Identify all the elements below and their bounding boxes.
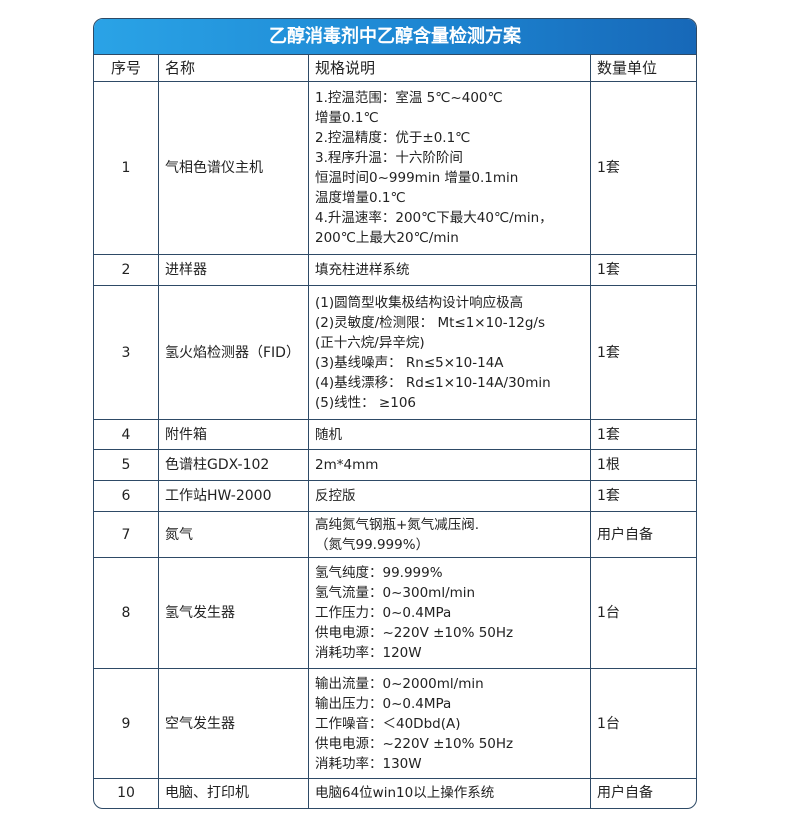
- item-quantity: 1套: [590, 285, 696, 420]
- spec-line: 氢气纯度：99.999%: [315, 565, 443, 581]
- item-quantity: 1台: [590, 668, 696, 779]
- item-name: 进样器: [158, 254, 309, 286]
- table-row: 8 氢气发生器 氢气纯度：99.999% 氢气流量：0~300ml/min 工作压力：0…: [94, 557, 696, 669]
- spec-table-container: 乙醇消毒剂中乙醇含量检测方案 序号 名称 规格说明 数量单位 1 气相色谱仪主机 1…: [93, 18, 697, 809]
- item-spec: (1)圆筒型收集极结构设计响应极高 (2)灵敏度/检测限： Mt≤1×10-12g…: [308, 285, 591, 420]
- item-quantity: 用户自备: [590, 778, 696, 808]
- item-name: 工作站HW-2000: [158, 480, 309, 512]
- spec-line: 4.升温速率：200℃下最大40℃/min，: [315, 210, 553, 226]
- spec-line: 2.控温精度：优于±0.1℃: [315, 130, 471, 146]
- table-row: 5 色谱柱GDX-102 2m*4mm 1根: [94, 449, 696, 481]
- item-name: 氢气发生器: [158, 557, 309, 669]
- spec-line: 氢气流量：0~300ml/min: [315, 585, 476, 601]
- spec-line: 供电电源：~220V ±10% 50Hz: [315, 625, 514, 641]
- item-spec: 输出流量：0~2000ml/min 输出压力：0~0.4MPa 工作噪音：＜40Db…: [308, 668, 591, 779]
- spec-line: 消耗功率：130W: [315, 755, 422, 772]
- spec-line: （氮气99.999%）: [315, 536, 430, 553]
- row-number: 4: [94, 419, 159, 450]
- spec-line: (3)基线噪声： Rn≤5×10-14A: [315, 354, 504, 371]
- spec-line: 温度增量0.1℃: [315, 190, 406, 206]
- header-row: 序号 名称 规格说明 数量单位: [94, 55, 696, 82]
- table-title: 乙醇消毒剂中乙醇含量检测方案: [94, 19, 696, 55]
- spec-line: (4)基线漂移： Rd≤1×10-14A/30min: [315, 374, 551, 391]
- spec-line: 输出流量：0~2000ml/min: [315, 675, 484, 692]
- spec-line: 恒温时间0~999min 增量0.1min: [315, 170, 519, 186]
- row-number: 8: [94, 557, 159, 669]
- item-spec: 2m*4mm: [308, 449, 591, 481]
- item-quantity: 用户自备: [590, 511, 696, 558]
- col-header-name: 名称: [158, 55, 309, 82]
- spec-line: (5)线性： ≥106: [315, 394, 416, 411]
- spec-line: 工作压力：0~0.4MPa: [315, 605, 452, 621]
- spec-line: 2m*4mm: [315, 457, 379, 473]
- spec-line: 填充柱进样系统: [315, 262, 410, 278]
- item-quantity: 1根: [590, 449, 696, 481]
- spec-line: 反控版: [315, 488, 356, 504]
- item-spec: 填充柱进样系统: [308, 254, 591, 286]
- row-number: 1: [94, 81, 159, 255]
- item-quantity: 1套: [590, 254, 696, 286]
- item-spec: 氢气纯度：99.999% 氢气流量：0~300ml/min 工作压力：0~0.4MP…: [308, 557, 591, 669]
- row-number: 10: [94, 778, 159, 808]
- item-name: 色谱柱GDX-102: [158, 449, 309, 481]
- spec-line: 1.控温范围：室温 5℃~400℃: [315, 90, 503, 106]
- row-number: 6: [94, 480, 159, 512]
- item-spec: 随机: [308, 419, 591, 450]
- item-name: 氢火焰检测器（FID）: [158, 285, 309, 420]
- spec-line: 电脑64位win10以上操作系统: [315, 785, 495, 802]
- col-header-spec: 规格说明: [308, 55, 591, 82]
- item-name: 电脑、打印机: [158, 778, 309, 808]
- row-number: 3: [94, 285, 159, 420]
- spec-line: 高纯氮气钢瓶+氮气减压阀.: [315, 516, 480, 533]
- spec-line: 随机: [315, 426, 342, 443]
- row-number: 9: [94, 668, 159, 779]
- spec-line: 3.程序升温：十六阶阶间: [315, 150, 463, 166]
- item-name: 氮气: [158, 511, 309, 558]
- item-name: 附件箱: [158, 419, 309, 450]
- item-spec: 1.控温范围：室温 5℃~400℃ 增量0.1℃ 2.控温精度：优于±0.1℃ 3.程…: [308, 81, 591, 255]
- item-name: 气相色谱仪主机: [158, 81, 309, 255]
- item-quantity: 1套: [590, 480, 696, 512]
- col-header-qty: 数量单位: [590, 55, 696, 82]
- row-number: 5: [94, 449, 159, 481]
- spec-line: 200℃上最大20℃/min: [315, 230, 459, 246]
- spec-line: 输出压力：0~0.4MPa: [315, 695, 452, 712]
- item-spec: 电脑64位win10以上操作系统: [308, 778, 591, 808]
- table-row: 9 空气发生器 输出流量：0~2000ml/min 输出压力：0~0.4MPa 工作噪音…: [94, 668, 696, 779]
- spec-line: (正十六烷/异辛烷): [315, 334, 425, 351]
- table-row: 2 进样器 填充柱进样系统 1套: [94, 254, 696, 286]
- spec-line: 增量0.1℃: [315, 110, 379, 126]
- item-spec: 高纯氮气钢瓶+氮气减压阀. （氮气99.999%）: [308, 511, 591, 558]
- item-quantity: 1套: [590, 81, 696, 255]
- row-number: 2: [94, 254, 159, 286]
- item-name: 空气发生器: [158, 668, 309, 779]
- spec-line: (2)灵敏度/检测限： Mt≤1×10-12g/s: [315, 314, 545, 331]
- table-row: 7 氮气 高纯氮气钢瓶+氮气减压阀. （氮气99.999%） 用户自备: [94, 511, 696, 558]
- table-row: 1 气相色谱仪主机 1.控温范围：室温 5℃~400℃ 增量0.1℃ 2.控温精度：优于…: [94, 81, 696, 255]
- table-row: 4 附件箱 随机 1套: [94, 419, 696, 450]
- item-quantity: 1台: [590, 557, 696, 669]
- spec-table: 序号 名称 规格说明 数量单位 1 气相色谱仪主机 1.控温范围：室温 5℃~400…: [94, 55, 696, 808]
- col-header-no: 序号: [94, 55, 159, 82]
- spec-line: 供电电源：~220V ±10% 50Hz: [315, 735, 514, 752]
- spec-line: (1)圆筒型收集极结构设计响应极高: [315, 294, 524, 311]
- row-number: 7: [94, 511, 159, 558]
- spec-line: 工作噪音：＜40Dbd(A): [315, 715, 461, 732]
- spec-line: 消耗功率：120W: [315, 645, 422, 661]
- table-row: 6 工作站HW-2000 反控版 1套: [94, 480, 696, 512]
- item-quantity: 1套: [590, 419, 696, 450]
- table-row: 3 氢火焰检测器（FID） (1)圆筒型收集极结构设计响应极高 (2)灵敏度/检测限：…: [94, 285, 696, 420]
- item-spec: 反控版: [308, 480, 591, 512]
- table-row: 10 电脑、打印机 电脑64位win10以上操作系统 用户自备: [94, 778, 696, 808]
